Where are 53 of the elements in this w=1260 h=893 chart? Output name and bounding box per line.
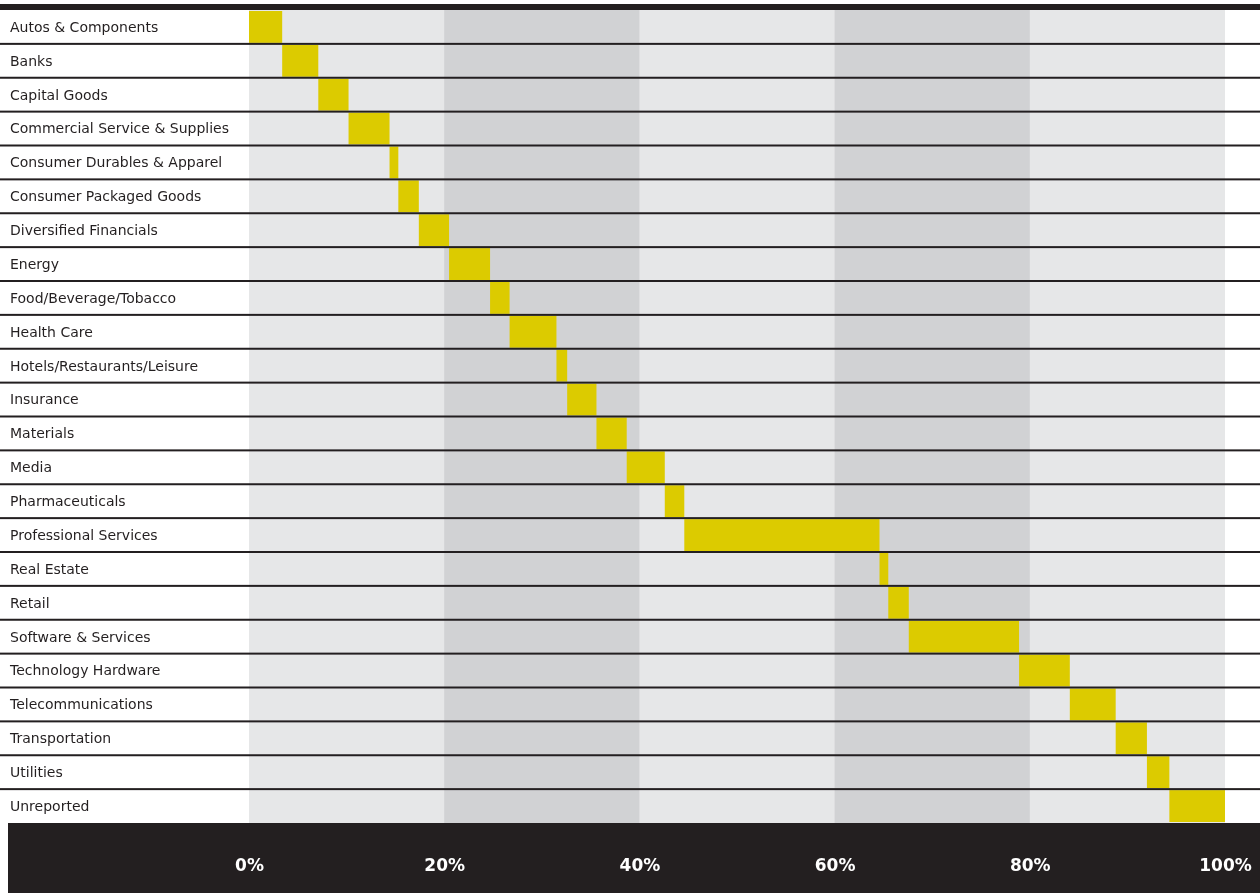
bar	[282, 44, 319, 77]
bar	[249, 11, 283, 43]
bar	[1146, 756, 1170, 789]
y-tick-label: Health Care	[10, 323, 93, 340]
bar	[626, 451, 665, 484]
y-tick-label: Professional Services	[10, 526, 158, 543]
bar	[908, 620, 1020, 653]
y-tick-label: Software & Services	[10, 628, 151, 645]
y-tick-label: Consumer Packaged Goods	[10, 188, 202, 205]
y-tick-label: Banks	[10, 52, 53, 69]
y-tick-label: Autos & Components	[10, 18, 159, 35]
bar	[879, 553, 889, 585]
y-tick-label: Capital Goods	[10, 86, 108, 103]
y-tick-label: Utilities	[10, 764, 63, 781]
y-tick-label: Materials	[10, 425, 75, 442]
y-tick-label: Hotels/Restaurants/Leisure	[10, 357, 199, 374]
bar	[1169, 790, 1225, 822]
bar	[509, 315, 557, 348]
x-tick-label: 80%	[1009, 855, 1051, 876]
x-tick-label: 100%	[1199, 855, 1252, 876]
x-tick-label: 20%	[424, 855, 466, 876]
bar	[318, 78, 349, 111]
y-tick-label: Consumer Durables & Apparel	[10, 154, 223, 171]
bar	[398, 180, 419, 213]
bar	[1069, 688, 1116, 721]
x-tick-label: 40%	[619, 855, 661, 876]
bar	[567, 383, 597, 416]
bar	[1115, 722, 1147, 755]
y-tick-label: Media	[10, 459, 53, 476]
y-tick-label: Diversified Financials	[10, 222, 158, 239]
y-tick-label: Unreported	[10, 797, 90, 814]
bar	[556, 349, 568, 382]
bar	[1019, 654, 1070, 687]
y-tick-label: Retail	[10, 594, 50, 611]
y-tick-label: Transportation	[9, 730, 112, 747]
bar	[684, 519, 880, 551]
x-tick-label: 60%	[814, 855, 856, 876]
y-tick-label: Telecommunications	[9, 696, 153, 713]
y-tick-label: Food/Beverage/Tobacco	[10, 289, 177, 306]
bar	[490, 282, 510, 314]
y-tick-label: Real Estate	[10, 560, 89, 577]
bar	[888, 586, 909, 619]
y-tick-label: Energy	[10, 255, 60, 272]
bar	[418, 214, 450, 247]
bar	[664, 485, 685, 518]
bar	[348, 112, 390, 145]
bar	[449, 248, 491, 280]
y-tick-label: Pharmaceuticals	[10, 493, 126, 510]
y-tick-label: Technology Hardware	[9, 662, 161, 679]
y-tick-label: Insurance	[10, 391, 79, 408]
bar	[596, 417, 627, 450]
x-tick-label: 0%	[235, 855, 264, 876]
y-tick-label: Commercial Service & Supplies	[10, 120, 229, 137]
